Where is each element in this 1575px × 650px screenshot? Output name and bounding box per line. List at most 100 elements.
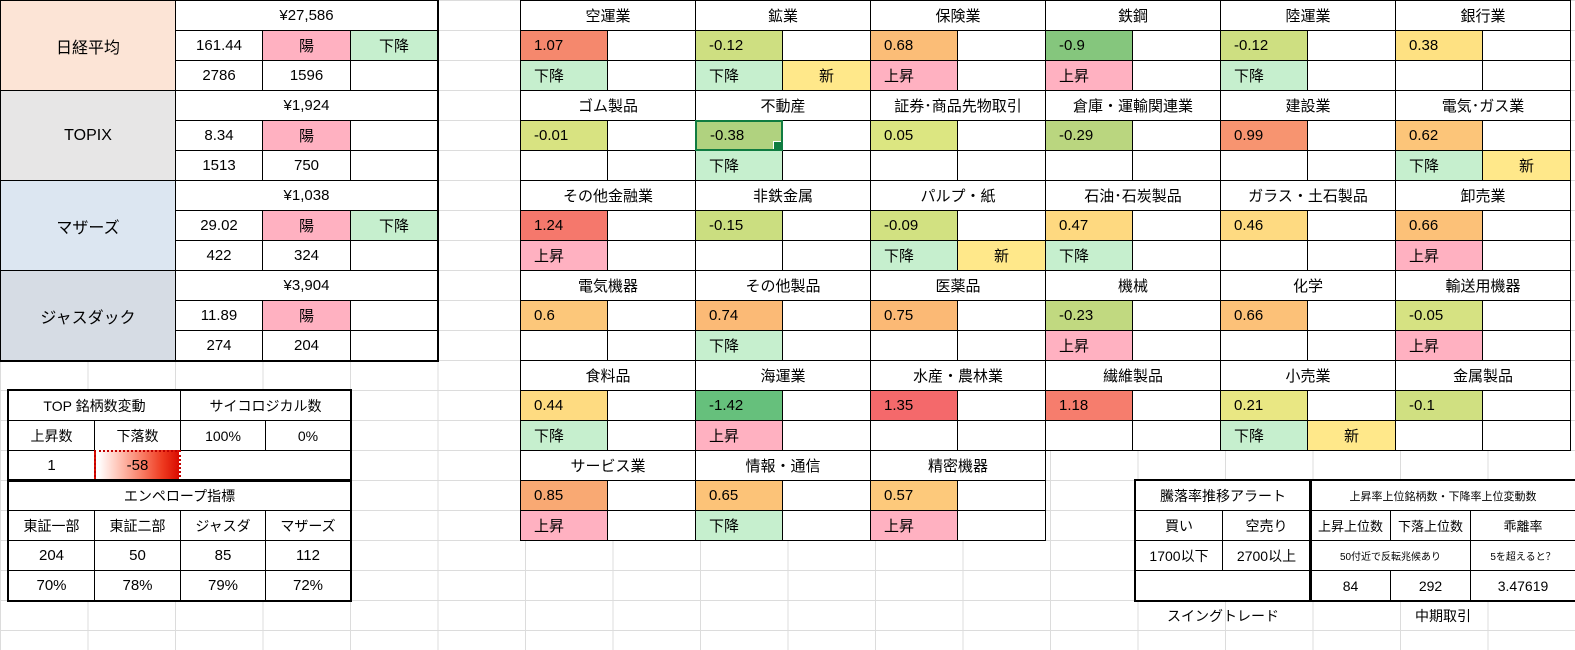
envelope-count-cell[interactable]: 50 — [94, 540, 181, 571]
sector-header-cell[interactable]: 銀行業 — [1395, 0, 1571, 31]
index-name-cell[interactable]: ジャスダック — [0, 270, 176, 361]
sector-value-cell[interactable]: 0.68 — [870, 30, 958, 61]
sector-header-cell[interactable]: 食料品 — [520, 360, 696, 391]
empty-cell[interactable] — [1132, 240, 1221, 271]
empty-cell[interactable] — [1135, 570, 1311, 601]
sector-trend-badge[interactable]: 下降 — [695, 510, 783, 541]
empty-cell[interactable] — [350, 300, 438, 331]
sector-value-cell[interactable]: 0.99 — [1220, 120, 1308, 151]
sector-trend-badge[interactable]: 上昇 — [870, 510, 958, 541]
sector-trend-badge[interactable]: 下降 — [1220, 420, 1308, 451]
envelope-count-cell[interactable]: 85 — [180, 540, 266, 571]
rank-header-cell[interactable]: 上昇上位数 — [1310, 510, 1391, 541]
index-trend-badge[interactable]: 下降 — [350, 30, 438, 61]
empty-cell[interactable] — [782, 330, 871, 361]
envelope-header-cell[interactable]: 東証二部 — [94, 510, 181, 541]
empty-cell[interactable] — [695, 240, 783, 271]
sector-header-cell[interactable]: 金属製品 — [1395, 360, 1571, 391]
empty-cell[interactable] — [1220, 330, 1308, 361]
empty-cell[interactable] — [1132, 120, 1221, 151]
empty-cell[interactable] — [350, 150, 438, 181]
sector-new-badge[interactable]: 新 — [1482, 150, 1571, 181]
top-table-header-cell[interactable]: 上昇数 — [8, 420, 95, 451]
top-table-title-right[interactable]: サイコロジカル数 — [180, 390, 351, 421]
index-candle-badge[interactable]: 陽 — [262, 30, 351, 61]
rank-header-cell[interactable]: 下落上位数 — [1390, 510, 1471, 541]
rank-header-cell[interactable]: 乖離率 — [1470, 510, 1575, 541]
sector-header-cell[interactable]: 証券･商品先物取引 — [870, 90, 1046, 121]
alert-table-title[interactable]: 騰落率推移アラート — [1135, 480, 1311, 511]
sector-header-cell[interactable]: 小売業 — [1220, 360, 1396, 391]
empty-cell[interactable] — [957, 390, 1046, 421]
sector-new-badge[interactable]: 新 — [1307, 420, 1396, 451]
empty-cell[interactable] — [350, 60, 438, 91]
empty-cell[interactable] — [870, 420, 958, 451]
sector-trend-badge[interactable]: 下降 — [695, 150, 783, 181]
empty-cell[interactable] — [607, 300, 696, 331]
swing-trade-label[interactable]: スイングトレード — [1167, 607, 1279, 624]
empty-cell[interactable] — [957, 150, 1046, 181]
index-change-cell[interactable]: 29.02 — [175, 210, 263, 241]
sector-trend-badge[interactable]: 下降 — [1395, 150, 1483, 181]
empty-cell[interactable] — [957, 300, 1046, 331]
sector-value-cell[interactable]: 0.05 — [870, 120, 958, 151]
sector-header-cell[interactable]: 電気機器 — [520, 270, 696, 301]
empty-cell[interactable] — [1132, 420, 1221, 451]
empty-cell[interactable] — [1482, 210, 1571, 241]
index-price-cell[interactable]: ¥1,038 — [175, 180, 438, 211]
sector-trend-badge[interactable]: 上昇 — [1045, 330, 1133, 361]
empty-cell[interactable] — [957, 420, 1046, 451]
empty-cell[interactable] — [607, 480, 696, 511]
index-trend-badge[interactable]: 下降 — [350, 210, 438, 241]
empty-cell[interactable] — [782, 510, 871, 541]
empty-cell[interactable] — [1132, 210, 1221, 241]
envelope-count-cell[interactable]: 204 — [8, 540, 95, 571]
empty-cell[interactable] — [1482, 30, 1571, 61]
sector-value-cell[interactable]: 0.75 — [870, 300, 958, 331]
sector-value-cell[interactable]: -0.29 — [1045, 120, 1133, 151]
empty-cell[interactable] — [1482, 240, 1571, 271]
sector-header-cell[interactable]: 不動産 — [695, 90, 871, 121]
sector-value-cell[interactable]: -0.05 — [1395, 300, 1483, 331]
sector-header-cell[interactable]: ガラス・土石製品 — [1220, 180, 1396, 211]
sector-value-cell[interactable]: 0.6 — [520, 300, 608, 331]
alert-header-cell[interactable]: 買い — [1135, 510, 1223, 541]
index-stat-cell[interactable]: 1596 — [262, 60, 351, 91]
empty-cell[interactable] — [870, 330, 958, 361]
empty-cell[interactable] — [607, 420, 696, 451]
sector-header-cell[interactable]: 精密機器 — [870, 450, 1046, 481]
sector-trend-badge[interactable]: 下降 — [520, 420, 608, 451]
sector-value-cell[interactable]: -0.09 — [870, 210, 958, 241]
index-stat-cell[interactable]: 422 — [175, 240, 263, 271]
empty-cell[interactable] — [607, 510, 696, 541]
sector-value-cell[interactable]: -0.15 — [695, 210, 783, 241]
index-stat-cell[interactable]: 750 — [262, 150, 351, 181]
empty-cell[interactable] — [957, 30, 1046, 61]
top-table-title-left[interactable]: TOP 銘柄数変動 — [8, 390, 181, 421]
empty-cell[interactable] — [1307, 390, 1396, 421]
sector-trend-badge[interactable]: 上昇 — [1395, 240, 1483, 271]
sector-value-cell[interactable]: 1.18 — [1045, 390, 1133, 421]
index-candle-badge[interactable]: 陽 — [262, 120, 351, 151]
empty-cell[interactable] — [1132, 300, 1221, 331]
sector-header-cell[interactable]: その他製品 — [695, 270, 871, 301]
empty-cell[interactable] — [782, 30, 871, 61]
empty-cell[interactable] — [957, 210, 1046, 241]
empty-cell[interactable] — [782, 240, 871, 271]
sector-value-cell[interactable]: 0.74 — [695, 300, 783, 331]
sector-trend-badge[interactable]: 下降 — [695, 60, 783, 91]
envelope-header-cell[interactable]: 東証一部 — [8, 510, 95, 541]
index-name-cell[interactable]: TOPIX — [0, 90, 176, 181]
sector-header-cell[interactable]: 石油･石炭製品 — [1045, 180, 1221, 211]
sector-value-cell[interactable]: 0.85 — [520, 480, 608, 511]
empty-cell[interactable] — [782, 210, 871, 241]
sector-value-cell[interactable]: -0.1 — [1395, 390, 1483, 421]
empty-cell[interactable] — [607, 150, 696, 181]
sector-header-cell[interactable]: 非鉄金属 — [695, 180, 871, 211]
sector-value-cell[interactable]: 0.66 — [1220, 300, 1308, 331]
sector-header-cell[interactable]: 卸売業 — [1395, 180, 1571, 211]
top-table-header-cell[interactable]: 下落数 — [94, 420, 181, 451]
empty-cell[interactable] — [1307, 330, 1396, 361]
sector-header-cell[interactable]: 建設業 — [1220, 90, 1396, 121]
empty-cell[interactable] — [782, 150, 871, 181]
